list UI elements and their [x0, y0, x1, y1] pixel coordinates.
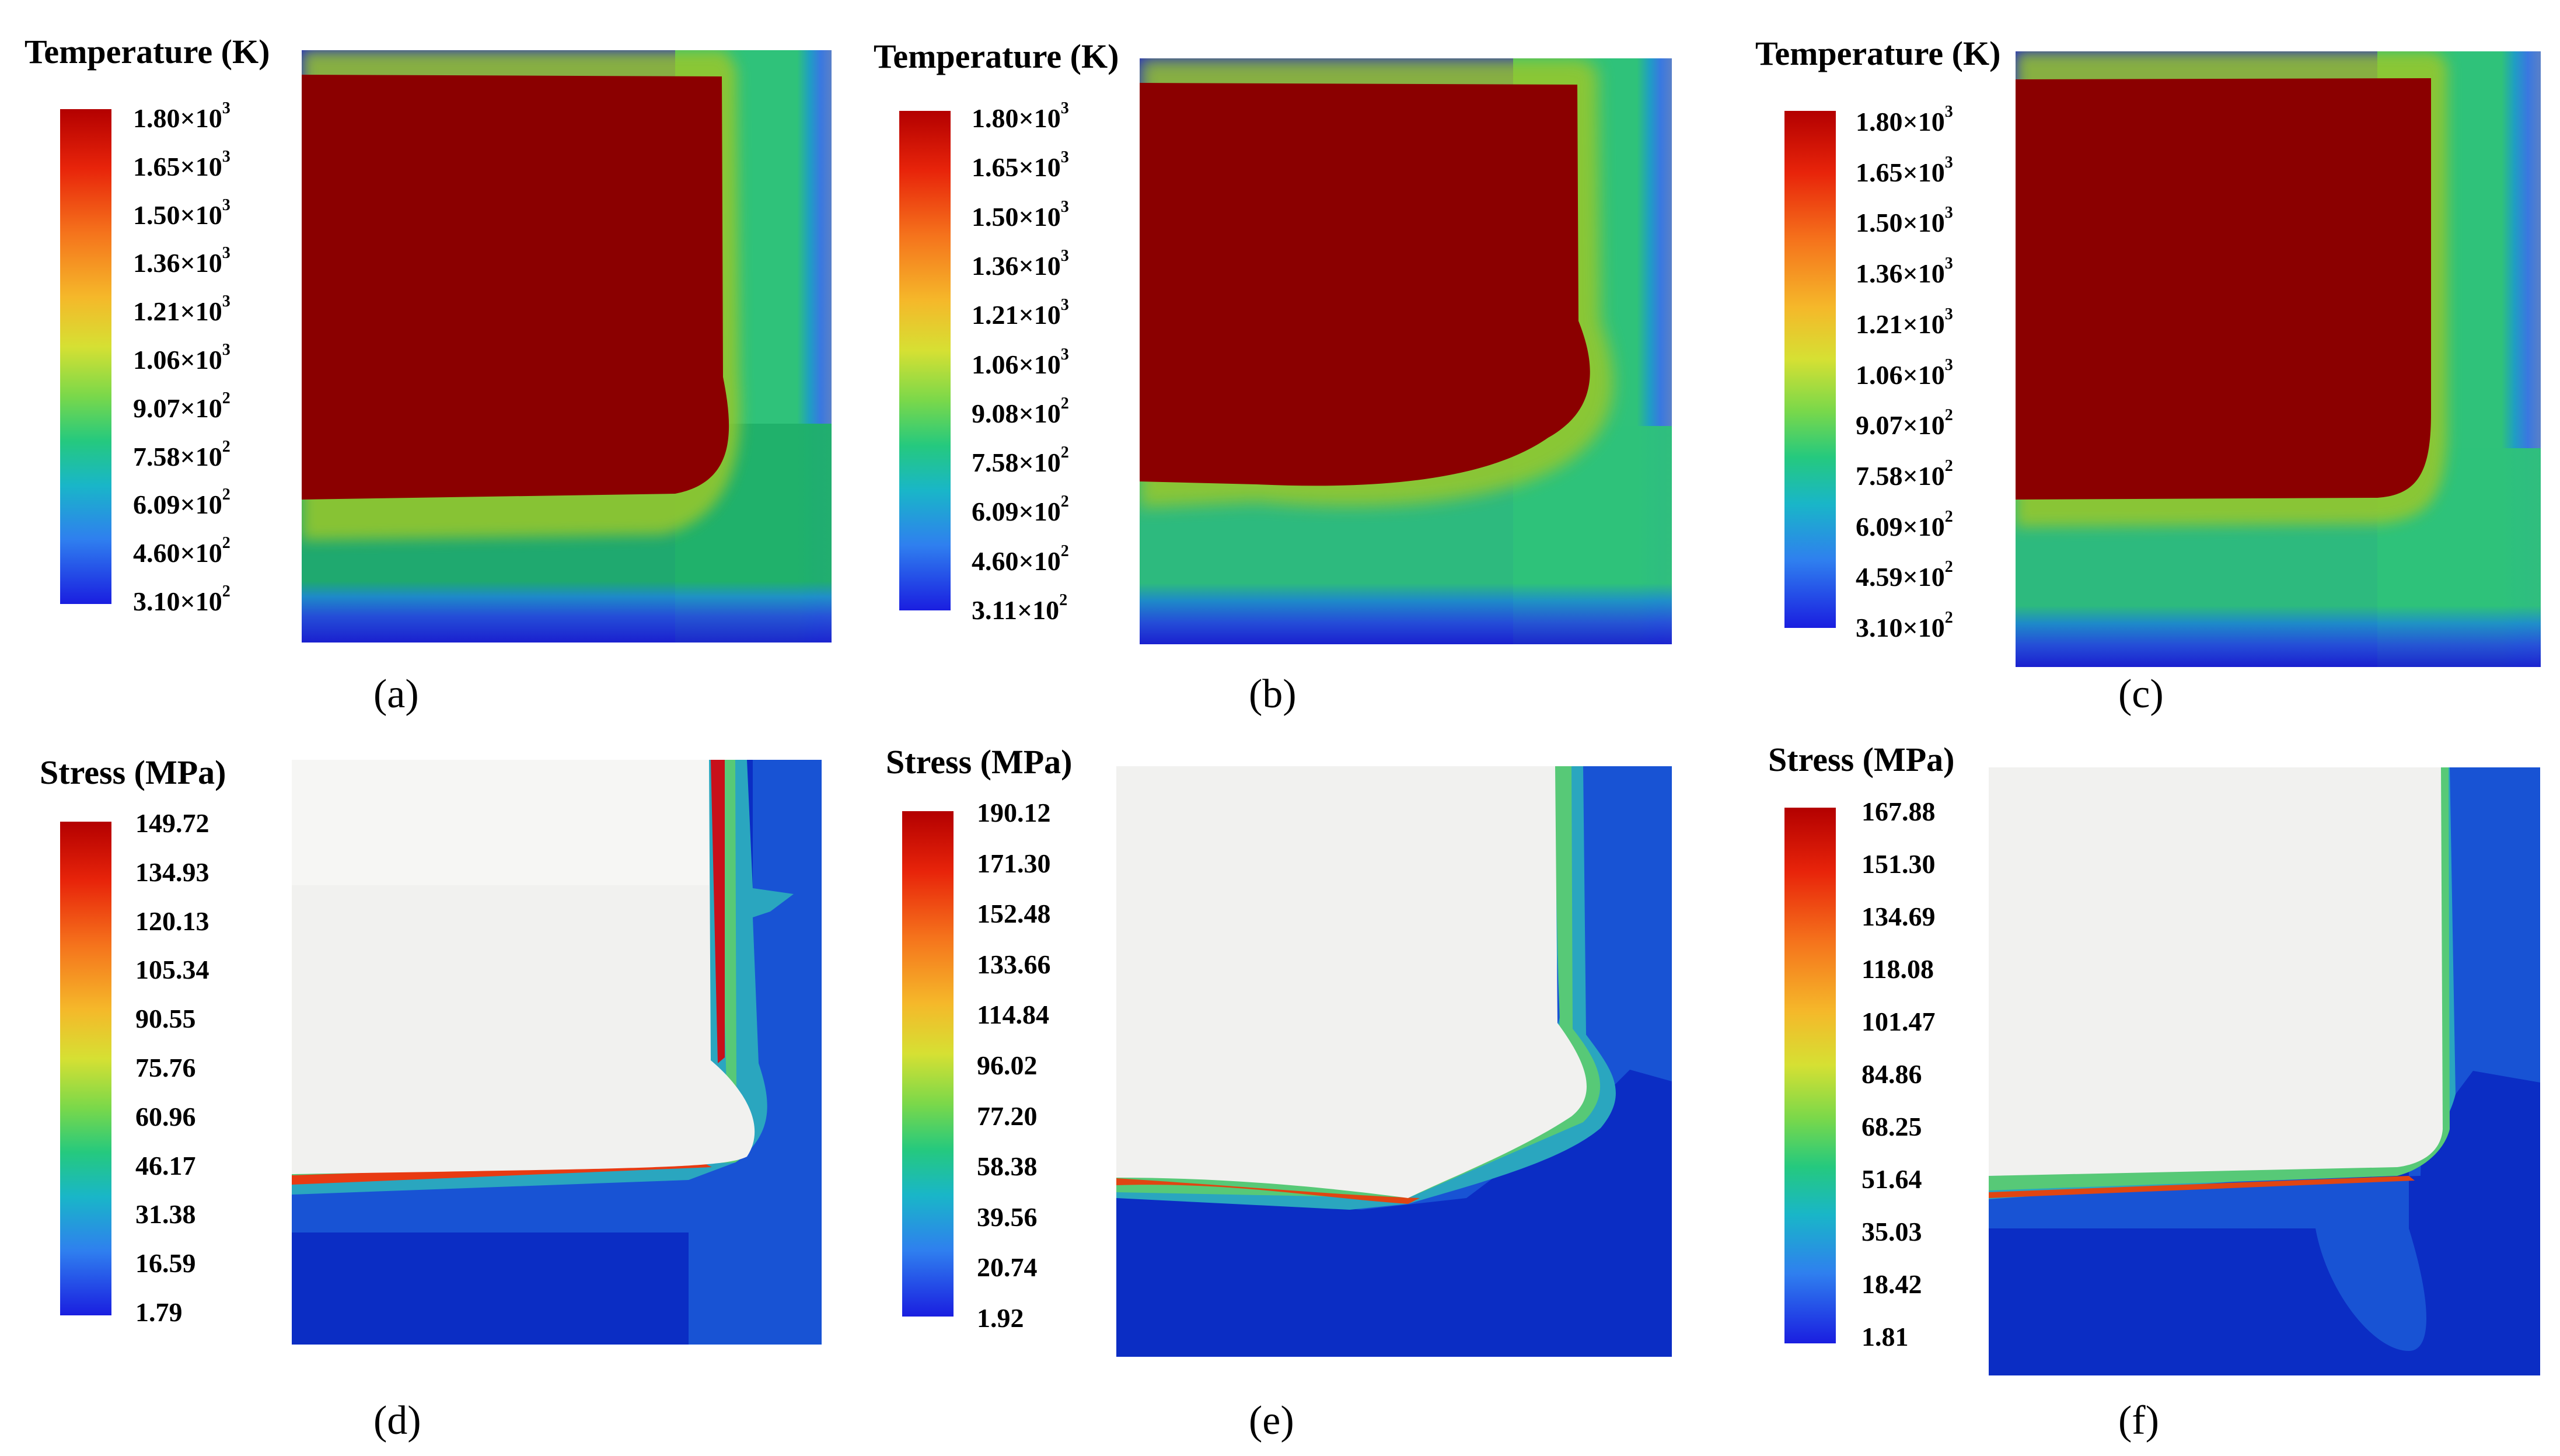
colorbar-tick-label: 134.93: [135, 857, 209, 887]
colorbar-tick-label: 35.03: [1861, 1217, 1922, 1246]
colorbar-tick-label: 16.59: [135, 1248, 196, 1279]
colorbar-tick-label: 68.25: [1861, 1112, 1922, 1141]
colorbar-tick-label: 1.36×103: [1856, 254, 1953, 289]
legend-title: Temperature (K): [1755, 34, 2001, 72]
colorbar-tick-label: 7.58×102: [972, 444, 1069, 478]
colorbar: [1784, 111, 1836, 628]
colorbar-tick-label: 133.66: [977, 949, 1051, 979]
colorbar-tick-label: 77.20: [977, 1101, 1038, 1131]
colorbar-tick-label: 7.58×102: [1856, 456, 1953, 491]
colorbar-tick-label: 105.34: [135, 955, 209, 985]
temperature-contour-plot: [1140, 58, 1672, 644]
colorbar-tick-label: 1.36×103: [972, 246, 1069, 281]
colorbar-tick-label: 190.12: [977, 798, 1051, 827]
legend-title: Stress (MPa): [1768, 741, 1955, 778]
colorbar-tick-label: 1.36×103: [133, 244, 230, 278]
colorbar-tick-label: 149.72: [135, 808, 209, 838]
stress-contour-plot: [1989, 767, 2540, 1375]
colorbar-tick-label: 1.06×103: [1856, 355, 1953, 390]
colorbar: [902, 811, 954, 1317]
legend-title: Temperature (K): [25, 33, 270, 71]
colorbar-tick-label: 51.64: [1861, 1164, 1922, 1194]
colorbar-tick-label: 3.10×102: [1856, 609, 1953, 643]
colorbar-tick-label: 96.02: [977, 1050, 1038, 1080]
panel-caption: (a): [373, 672, 419, 717]
colorbar-tick-label: 4.60×102: [133, 534, 230, 568]
stress-contour-plot: [1116, 766, 1672, 1357]
colorbar-tick-label: 6.09×102: [133, 486, 230, 520]
legend-title: Stress (MPa): [886, 743, 1073, 781]
colorbar-tick-label: 1.50×103: [133, 195, 230, 230]
colorbar-tick-label: 60.96: [135, 1101, 196, 1132]
colorbar-tick-label: 1.06×103: [133, 341, 230, 375]
colorbar-tick-label: 151.30: [1861, 849, 1936, 879]
colorbar-tick-label: 114.84: [977, 1000, 1049, 1030]
colorbar-tick-label: 58.38: [977, 1151, 1038, 1182]
colorbar-tick-label: 171.30: [977, 848, 1051, 878]
colorbar: [60, 109, 111, 604]
colorbar-tick-label: 1.92: [977, 1303, 1024, 1333]
colorbar-tick-label: 1.65×103: [1856, 153, 1953, 187]
colorbar-tick-label: 120.13: [135, 906, 209, 936]
colorbar-tick-label: 167.88: [1861, 797, 1936, 826]
colorbar-tick-label: 31.38: [135, 1199, 196, 1230]
colorbar-tick-label: 46.17: [135, 1150, 196, 1181]
colorbar-tick-label: 9.08×102: [972, 394, 1069, 428]
colorbar-tick-label: 6.09×102: [1856, 507, 1953, 542]
colorbar-tick-label: 20.74: [977, 1252, 1038, 1283]
colorbar-tick-label: 6.09×102: [972, 493, 1069, 527]
colorbar-tick-label: 39.56: [977, 1202, 1038, 1232]
colorbar-tick-label: 18.42: [1861, 1269, 1922, 1299]
panel-caption: (e): [1249, 1398, 1294, 1443]
colorbar-tick-label: 84.86: [1861, 1059, 1922, 1089]
colorbar-tick-label: 3.11×102: [972, 591, 1068, 625]
panel-caption: (b): [1249, 672, 1297, 717]
colorbar-tick-label: 134.69: [1861, 902, 1936, 931]
colorbar-tick-label: 1.79: [135, 1297, 183, 1327]
colorbar-tick-label: 9.07×102: [1856, 406, 1953, 441]
colorbar-tick-label: 118.08: [1861, 954, 1934, 984]
colorbar-tick-label: 152.48: [977, 899, 1051, 929]
colorbar: [60, 822, 111, 1315]
colorbar: [1784, 808, 1836, 1343]
colorbar-tick-label: 1.80×103: [972, 99, 1069, 133]
colorbar-tick-label: 4.60×102: [972, 542, 1069, 576]
colorbar-tick-label: 3.10×102: [133, 582, 230, 616]
colorbar-tick-label: 4.59×102: [1856, 558, 1953, 592]
panel-caption: (c): [2118, 672, 2164, 717]
legend-title: Temperature (K): [874, 37, 1119, 75]
colorbar-tick-label: 1.21×103: [133, 292, 230, 327]
colorbar-tick-label: 75.76: [135, 1053, 196, 1083]
colorbar-tick-label: 9.07×102: [133, 389, 230, 423]
colorbar-tick-label: 1.80×103: [1856, 103, 1953, 137]
stress-contour-plot: [292, 760, 822, 1345]
colorbar-tick-label: 1.65×103: [972, 148, 1069, 183]
colorbar-tick-label: 1.21×103: [972, 296, 1069, 330]
colorbar-tick-label: 90.55: [135, 1004, 196, 1034]
colorbar-tick-label: 101.47: [1861, 1007, 1936, 1036]
colorbar-tick-label: 1.50×103: [972, 197, 1069, 232]
legend-title: Stress (MPa): [40, 753, 226, 791]
colorbar-tick-label: 1.06×103: [972, 345, 1069, 379]
colorbar: [899, 111, 951, 610]
colorbar-tick-label: 1.21×103: [1856, 305, 1953, 339]
colorbar-tick-label: 7.58×102: [133, 437, 230, 472]
colorbar-tick-label: 1.81: [1861, 1322, 1909, 1352]
colorbar-tick-label: 1.50×103: [1856, 204, 1953, 238]
temperature-contour-plot: [2016, 51, 2541, 667]
panel-caption: (f): [2118, 1398, 2159, 1443]
panel-caption: (d): [373, 1398, 421, 1443]
temperature-contour-plot: [302, 50, 832, 643]
colorbar-tick-label: 1.80×103: [133, 99, 230, 133]
colorbar-tick-label: 1.65×103: [133, 147, 230, 181]
